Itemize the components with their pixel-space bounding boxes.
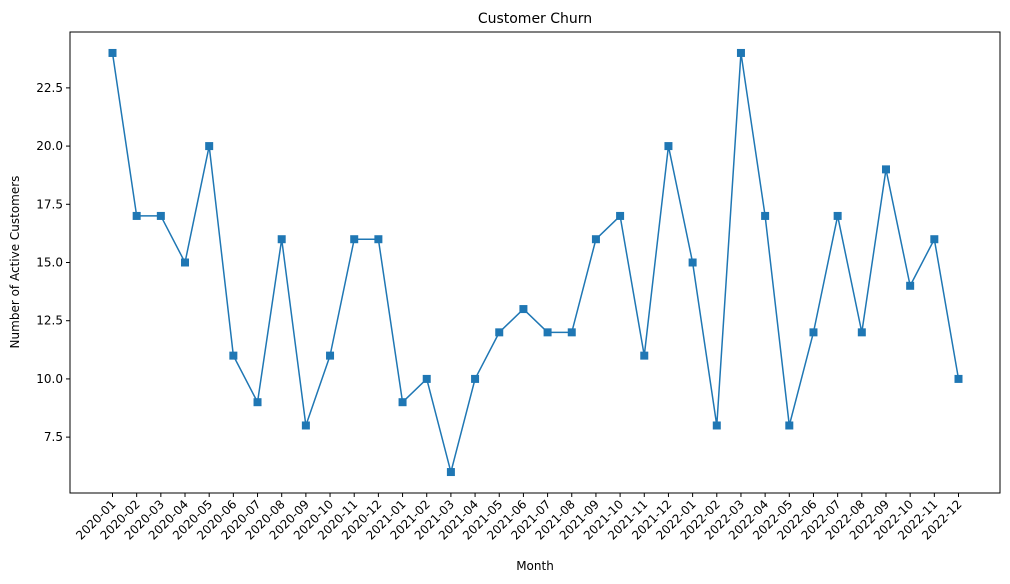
data-point-marker <box>833 211 842 220</box>
x-axis: 2020-012020-022020-032020-042020-052020-… <box>73 493 965 543</box>
data-point-marker <box>374 235 383 244</box>
data-point-marker <box>108 48 117 57</box>
data-point-marker <box>229 351 238 360</box>
data-point-marker <box>809 328 818 337</box>
y-tick-label: 15.0 <box>36 256 63 270</box>
data-point-marker <box>881 165 890 174</box>
data-point-marker <box>156 211 165 220</box>
data-point-marker <box>664 142 673 151</box>
x-axis-label: Month <box>516 559 554 573</box>
data-point-marker <box>181 258 190 267</box>
data-point-marker <box>519 305 528 314</box>
data-point-marker <box>640 351 649 360</box>
plot-area <box>69 31 1001 494</box>
data-point-marker <box>350 235 359 244</box>
chart-title: Customer Churn <box>478 11 592 27</box>
series-customers <box>108 48 963 477</box>
y-tick-label: 12.5 <box>36 314 63 328</box>
data-point-marker <box>301 421 310 430</box>
data-point-marker <box>761 211 770 220</box>
data-point-marker <box>446 468 455 477</box>
data-point-marker <box>616 211 625 220</box>
y-axis: 7.5 10.0 12.5 15.0 17.5 20.0 22.5 <box>36 81 70 444</box>
y-axis-label: Number of Active Customers <box>8 176 22 349</box>
data-point-marker <box>205 142 214 151</box>
data-point-marker <box>736 48 745 57</box>
data-point-marker <box>543 328 552 337</box>
y-tick-label: 17.5 <box>36 197 63 211</box>
data-point-marker <box>906 281 915 290</box>
data-point-marker <box>253 398 262 407</box>
y-tick-label: 22.5 <box>36 81 63 95</box>
y-tick-label: 20.0 <box>36 139 63 153</box>
data-point-marker <box>398 398 407 407</box>
y-tick-label: 10.0 <box>36 372 63 386</box>
data-point-marker <box>495 328 504 337</box>
data-point-marker <box>277 235 286 244</box>
data-point-marker <box>326 351 335 360</box>
data-point-marker <box>857 328 866 337</box>
data-point-marker <box>567 328 576 337</box>
data-point-marker <box>712 421 721 430</box>
data-point-marker <box>688 258 697 267</box>
data-point-marker <box>422 374 431 383</box>
data-point-marker <box>785 421 794 430</box>
data-point-marker <box>591 235 600 244</box>
series-line <box>111 52 960 473</box>
y-tick-label: 7.5 <box>44 430 63 444</box>
data-point-marker <box>132 211 141 220</box>
data-point-marker <box>471 374 480 383</box>
data-point-marker <box>930 235 939 244</box>
data-point-marker <box>954 374 963 383</box>
